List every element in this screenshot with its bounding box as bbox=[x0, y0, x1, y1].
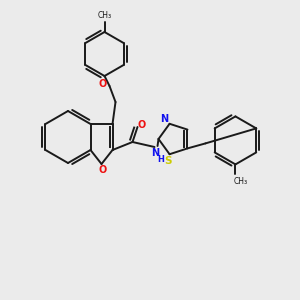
Text: S: S bbox=[164, 156, 171, 166]
Text: CH₃: CH₃ bbox=[98, 11, 112, 20]
Text: O: O bbox=[98, 79, 106, 89]
Text: O: O bbox=[98, 165, 106, 175]
Text: CH₃: CH₃ bbox=[233, 177, 248, 186]
Text: H: H bbox=[157, 154, 164, 164]
Text: O: O bbox=[137, 120, 146, 130]
Text: N: N bbox=[160, 114, 169, 124]
Text: N: N bbox=[152, 148, 160, 158]
